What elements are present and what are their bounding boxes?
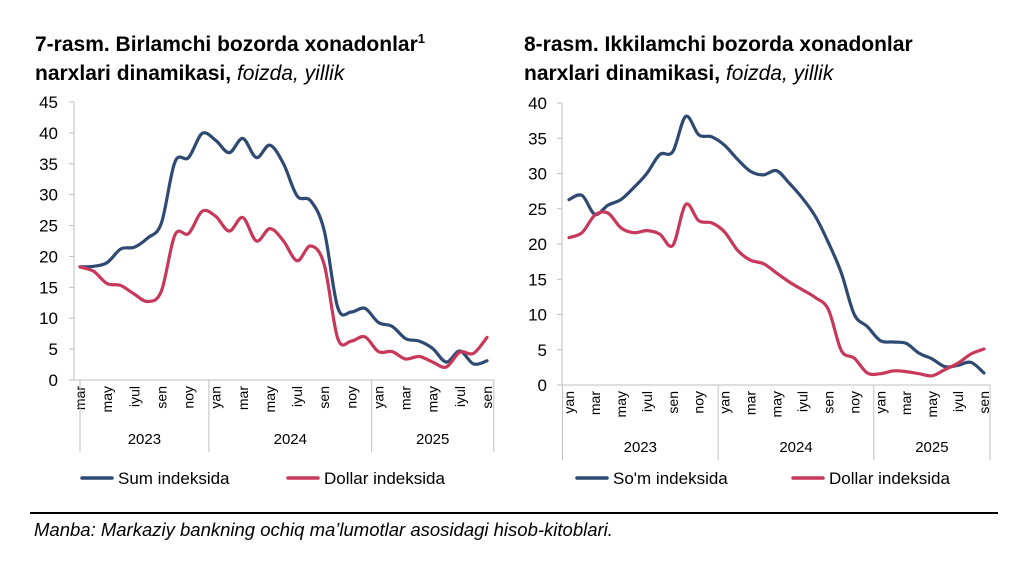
y-tick-label: 0 [538,376,547,395]
x-tick-label: iyul [126,386,142,407]
x-tick-label: mar [743,391,759,415]
x-tick-label: may [99,386,115,412]
year-label: 2025 [416,431,449,448]
series-line-local [78,131,489,366]
source-divider [30,512,998,514]
x-tick-label: iyul [639,391,655,412]
y-tick-label: 25 [528,200,547,219]
x-tick-label: sen [153,386,169,409]
x-tick-label: noy [181,386,197,409]
source-note: Manba: Markaziy bankning ochiq ma’lumotl… [34,519,613,540]
y-tick-label: 10 [39,309,58,328]
series-line-dollar [78,208,489,369]
x-tick-label: sen [820,391,836,414]
x-tick-label: sen [976,391,992,414]
year-label: 2024 [274,431,307,448]
series-line-dollar [567,202,986,378]
series-line-local [567,114,986,375]
y-tick-label: 20 [39,247,58,266]
year-label: 2025 [915,439,948,456]
legend-label: Dollar indeksida [324,469,445,488]
chart2-title: 8-rasm. Ikkilamchi bozorda xonadonlar na… [524,33,913,85]
x-tick-label: yan [717,391,733,414]
x-tick-label: mar [587,391,603,415]
x-tick-label: noy [343,386,359,409]
x-tick-label: yan [371,386,387,409]
footnote-mark: 1 [417,31,425,46]
y-tick-label: 25 [39,217,58,236]
x-tick-label: iyul [950,391,966,412]
y-tick-label: 5 [49,340,58,359]
x-tick-label: may [769,391,785,417]
x-tick-label: may [924,391,940,417]
legend-label: So'm indeksida [613,469,728,488]
x-tick-label: sen [316,386,332,409]
y-tick-label: 40 [39,124,58,143]
x-tick-label: may [613,391,629,417]
y-tick-label: 5 [538,341,547,360]
y-tick-label: 35 [39,155,58,174]
y-tick-label: 10 [528,306,547,325]
y-tick-label: 15 [528,270,547,289]
x-tick-label: mar [398,386,414,410]
y-tick-label: 35 [528,129,547,148]
chart1-title: 7-rasm. Birlamchi bozorda xonadonlar1 na… [35,31,425,85]
y-tick-label: 30 [39,186,58,205]
x-tick-label: mar [898,391,914,415]
x-tick-label: sen [479,386,495,409]
x-tick-label: sen [665,391,681,414]
year-label: 2023 [624,439,657,456]
y-tick-label: 20 [528,235,547,254]
x-tick-label: noy [846,391,862,414]
y-tick-label: 0 [49,371,58,390]
x-tick-label: yan [872,391,888,414]
x-tick-label: yan [208,386,224,409]
x-tick-label: yan [561,391,577,414]
x-tick-label: may [425,386,441,412]
x-tick-label: noy [691,391,707,414]
year-label: 2024 [779,439,812,456]
legend-label: Dollar indeksida [829,469,950,488]
x-tick-label: mar [235,386,251,410]
x-tick-label: iyul [452,386,468,407]
x-tick-label: iyul [794,391,810,412]
legend-label: Sum indeksida [118,469,230,488]
y-tick-label: 15 [39,278,58,297]
y-tick-label: 30 [528,165,547,184]
y-tick-label: 45 [39,93,58,112]
y-tick-label: 40 [528,94,547,113]
x-tick-label: may [262,386,278,412]
x-tick-label: iyul [289,386,305,407]
year-label: 2023 [128,431,161,448]
